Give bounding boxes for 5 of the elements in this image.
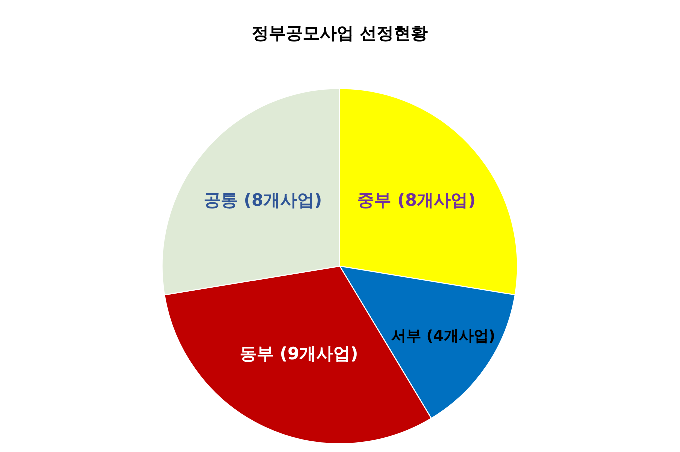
slice-label: 공통 (8개사업) xyxy=(204,191,322,212)
chart-title: 정부공모사업 선정현황 xyxy=(252,24,428,44)
slice-label: 중부 (8개사업) xyxy=(358,191,476,212)
slice-label: 서부 (4개사업) xyxy=(391,326,496,345)
slice-label: 동부 (9개사업) xyxy=(240,344,358,365)
